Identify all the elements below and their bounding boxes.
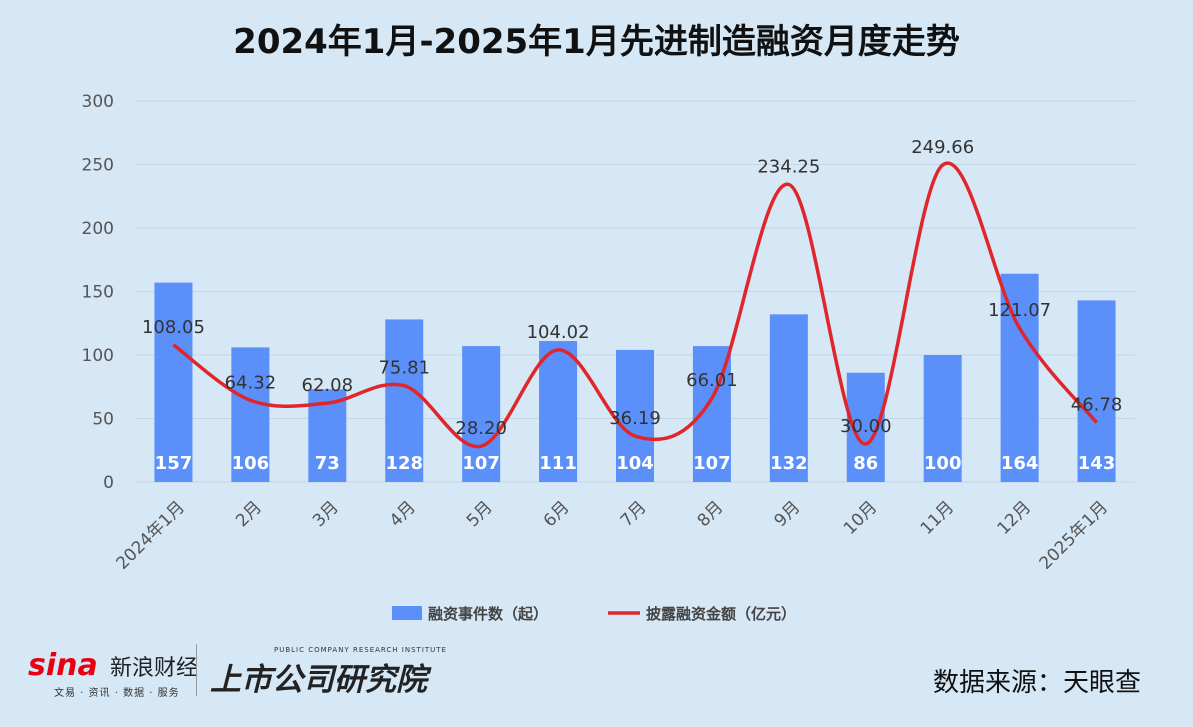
bar [231, 347, 270, 482]
legend-bar-label: 融资事件数（起） [428, 605, 548, 623]
legend: 融资事件数（起） 披露融资金额（亿元） [392, 605, 796, 623]
legend-bar-swatch [392, 606, 422, 620]
line-value-label: 104.02 [527, 322, 590, 343]
x-tick-label: 12月 [994, 497, 1035, 538]
bar [385, 319, 424, 482]
bar-value-label: 164 [1001, 453, 1039, 474]
x-tick-label: 2025年1月 [1036, 497, 1112, 573]
x-tick-label: 8月 [694, 497, 728, 531]
x-tick-label: 2024年1月 [113, 497, 189, 573]
bar-value-label: 106 [232, 453, 270, 474]
bar-value-label: 100 [924, 453, 962, 474]
bar-value-label: 132 [770, 453, 808, 474]
line-value-label: 30.00 [840, 416, 892, 437]
x-tick-label: 3月 [309, 497, 343, 531]
sina-brand-sub: 文易 · 资讯 · 数据 · 服务 [54, 688, 180, 699]
institute-cn: 上市公司研究院 [210, 662, 427, 698]
y-axis: 0 50 100 150 200 250 300 [82, 92, 114, 493]
line-value-label: 36.19 [609, 408, 661, 429]
bar-value-label: 111 [539, 453, 577, 474]
footer-logos: sina 新浪财经 文易 · 资讯 · 数据 · 服务 PUBLIC COMPA… [28, 640, 448, 700]
y-tick-label: 50 [92, 410, 114, 430]
x-tick-label: 9月 [771, 497, 805, 531]
bar [616, 349, 654, 482]
bar [539, 341, 578, 482]
y-tick-label: 100 [82, 346, 114, 366]
line-series: 108.05 64.32 62.08 75.81 28.20 104.02 36.19 66.… [142, 137, 1123, 449]
x-tick-label: 7月 [617, 497, 651, 531]
bars: 157 106 73 128 107 111 104 107 132 86 100 164 143 [154, 273, 1116, 482]
x-axis: 2024年1月 2月 3月 4月 5月 6月 7月 8月 9月 10月 11月 12月 2025年1月 [113, 497, 1113, 573]
bar [154, 282, 193, 482]
bar [1077, 300, 1116, 482]
y-tick-label: 0 [103, 473, 114, 493]
logo-divider [196, 644, 197, 696]
legend-line-label: 披露融资金额（亿元） [646, 605, 796, 623]
institute-en: PUBLIC COMPANY RESEARCH INSTITUTE [274, 646, 447, 654]
x-tick-label: 11月 [917, 497, 958, 538]
x-tick-label: 4月 [386, 497, 420, 531]
y-tick-label: 200 [82, 219, 114, 239]
bar [462, 346, 501, 482]
bar [769, 314, 808, 482]
sina-logo: sina [28, 648, 98, 683]
bar-value-label: 128 [385, 453, 423, 474]
line-value-label: 64.32 [225, 372, 277, 393]
bar [923, 355, 962, 482]
y-tick-label: 250 [82, 156, 114, 176]
y-tick-label: 300 [82, 92, 114, 112]
sina-brand-name: 新浪财经 [110, 656, 199, 681]
bar-value-label: 104 [616, 453, 654, 474]
x-tick-label: 6月 [540, 497, 574, 531]
line-value-label: 62.08 [302, 375, 354, 396]
line-value-label: 121.07 [988, 300, 1051, 321]
y-tick-label: 150 [82, 283, 114, 303]
bar-value-label: 73 [315, 453, 340, 474]
line-value-label: 66.01 [686, 370, 738, 391]
bar-value-label: 86 [853, 453, 878, 474]
line-value-label: 28.20 [455, 418, 507, 439]
line-value-label: 75.81 [378, 358, 430, 379]
line-value-label: 46.78 [1071, 395, 1123, 416]
line-path [172, 161, 1098, 449]
bar [1000, 273, 1039, 482]
x-tick-label: 5月 [463, 497, 497, 531]
chart-title: 2024年1月-2025年1月先进制造融资月度走势 [233, 22, 960, 62]
line-value-label: 249.66 [911, 137, 974, 158]
x-tick-label: 10月 [840, 497, 881, 538]
bar-value-label: 107 [462, 453, 500, 474]
bar-value-label: 157 [155, 453, 193, 474]
data-source: 数据来源：天眼查 [932, 668, 1141, 698]
bar-value-label: 107 [693, 453, 731, 474]
line-value-label: 234.25 [757, 157, 820, 178]
x-tick-label: 2月 [232, 497, 266, 531]
line-value-label: 108.05 [142, 317, 205, 338]
bar-value-label: 143 [1078, 453, 1116, 474]
